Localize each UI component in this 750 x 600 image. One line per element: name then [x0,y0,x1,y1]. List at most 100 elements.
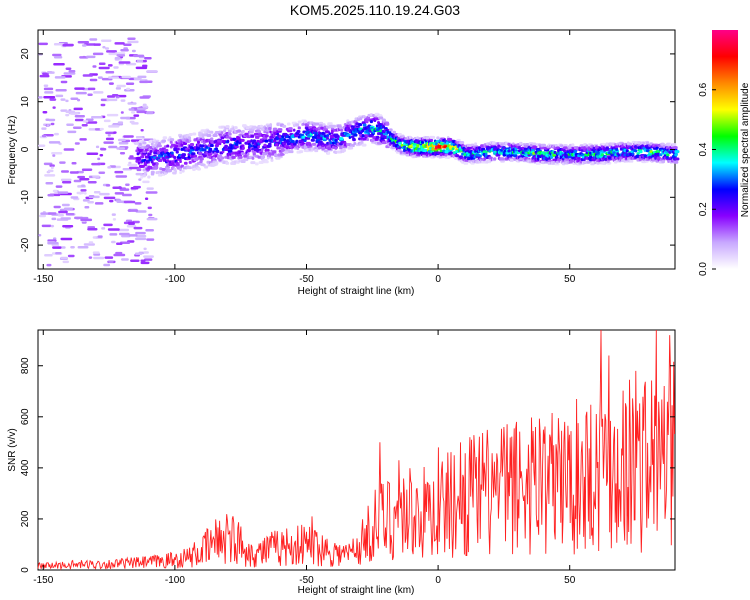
spectrogram-cell [602,142,605,146]
spectrogram-cell [144,197,149,201]
spectrogram-cell [673,160,679,164]
spectrogram-cell [349,146,354,150]
spectrogram-cell [329,141,333,145]
spectrogram-cell [41,134,47,138]
spectrogram-cell [50,122,55,126]
spectrogram-cell [298,139,302,143]
spectrogram-cell [127,209,139,212]
spectrogram-cell [358,123,363,127]
spectrogram-cell [439,149,443,153]
spectrogram-cell [535,161,541,165]
spectrogram-cell [47,169,54,173]
spectrogram-cell [114,56,121,60]
spectrogram-cell [181,153,186,157]
spectrogram-cell [287,122,290,126]
spectrogram-cell [53,205,61,209]
snr-y-ticks: 0 200 400 600 800 [20,357,675,573]
spectrogram-cell [143,247,147,251]
spectrogram-cell [174,169,178,173]
spectrogram-cell [100,147,107,151]
spectrogram-cell [324,130,330,134]
spectrogram-cell [233,126,238,130]
spectrogram-cell [385,122,390,126]
spectrogram-cell [234,153,238,157]
spectrogram-cell [481,147,486,151]
spectrogram-cell [249,130,254,134]
spectrogram-cell [380,134,386,138]
spectrogram-cell [92,236,97,239]
spectrogram-cell [210,144,214,148]
spectrogram-cell [62,260,70,264]
spectrogram-cell [140,155,145,159]
spectrogram-cell [51,217,57,221]
spectrogram-cell [347,127,351,131]
spectrogram-cell [136,168,142,172]
spectrogram-cell [491,141,495,145]
spectrogram-cell [93,191,101,194]
spectrogram-cell [49,98,57,101]
spectrogram-cell [240,152,245,156]
spectrogram-cell [143,163,147,167]
colorbar-ticks: 0.0 0.2 0.4 0.6 [698,82,716,276]
spectrogram-cell [146,70,158,73]
spectrogram-cell [259,124,264,128]
spectrogram-cell [128,108,135,111]
spectrogram-cell [81,184,86,188]
spectrogram-cell [532,142,537,146]
spectrogram-cell [201,148,207,152]
spectrogram-cell [163,171,167,175]
spectrogram-cell [327,151,330,155]
spectrogram-cell [65,213,75,216]
spectrogram-cell [53,63,65,66]
spectrogram-cell [69,171,79,174]
spectrogram-cell [262,137,268,141]
spectrogram-cell [188,139,192,143]
spectrogram-cell [150,142,154,146]
spectrogram-cell [349,144,355,148]
spectrogram-cell [430,135,436,139]
spectrogram-cell [142,103,147,107]
spectrogram-cell [273,153,278,157]
spectrogram-cell [192,132,197,136]
spectrogram-cell [308,143,312,147]
spectrogram-cell [41,224,52,228]
spectrogram-cell [106,98,118,102]
spectrogram-cell [116,84,126,88]
spectrogram-cell [134,252,143,255]
spectrogram-cell [311,142,317,146]
spectrogram-cell [38,42,48,46]
spectrogram-cell [144,56,152,60]
spectrogram-cell [488,149,491,153]
spectrogram-cell [52,106,56,109]
spectrogram-cell [474,142,478,146]
spectrogram-cell [62,224,74,228]
spectrogram-cell [480,144,485,148]
spectrogram-cell [381,141,387,145]
spectrogram-cell [257,145,260,149]
spectrogram-cell [65,67,72,70]
spectrogram-cell [47,239,57,242]
spectrogram-cell [183,161,188,165]
spectrogram-cell [555,160,559,164]
spectrogram-cell [125,183,130,186]
spectrogram-cell [263,130,267,134]
spectrogram-cell [57,191,69,194]
spectrogram-cell [58,210,68,214]
spectrogram-cell [114,170,124,174]
spectrogram-cell [140,261,150,265]
spectrogram-cell [206,133,212,137]
spectrogram-cell [109,233,118,236]
spectrogram-cell [137,161,141,165]
spectrogram-cell [276,146,281,150]
spectrogram-cell [53,43,65,46]
spectrogram-cell [673,146,678,150]
spectrogram-cell [135,231,146,235]
spectrogram-cell [60,237,73,241]
colorbar-gradient [712,30,738,269]
spectrogram-cell [355,122,359,126]
spectrogram-cell [54,76,66,79]
colorbar-tick-label: 0.2 [698,202,709,216]
spectrogram-cell [128,166,140,170]
spectrogram-cell [97,235,103,238]
